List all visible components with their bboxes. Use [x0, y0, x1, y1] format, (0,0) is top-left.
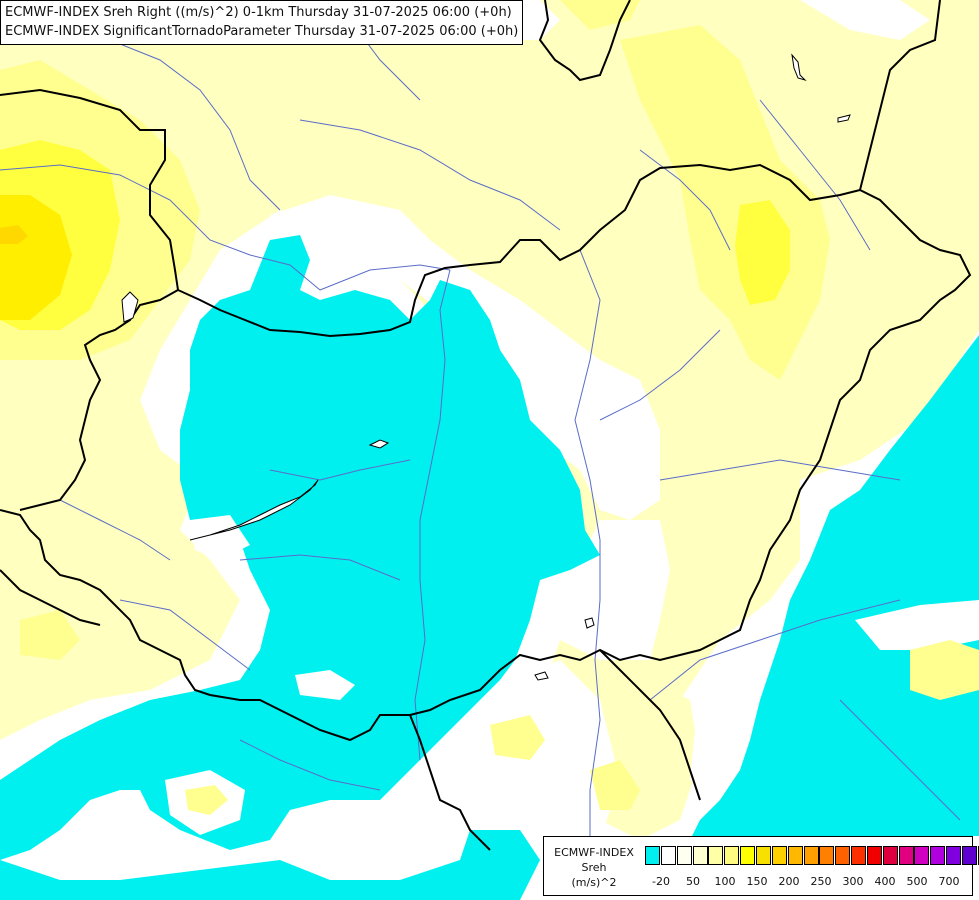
- legend-tick-label: -20: [652, 875, 670, 888]
- map-title-box: ECMWF-INDEX Sreh Right ((m/s)^2) 0-1km T…: [0, 0, 524, 45]
- legend-swatch: [898, 846, 914, 865]
- lakes: [121, 53, 851, 681]
- legend-swatch: [771, 846, 787, 865]
- legend-swatch: [819, 846, 835, 865]
- legend-swatch: [835, 846, 851, 865]
- shading-cyan: [0, 235, 979, 900]
- legend-swatch: [740, 846, 756, 865]
- legend-label: ECMWF-INDEX Sreh (m/s)^2: [548, 845, 640, 890]
- country-borders: [0, 0, 972, 851]
- legend-tick-label: 300: [842, 875, 864, 888]
- legend-label-line-1: ECMWF-INDEX: [554, 846, 634, 859]
- legend-tick-label: 150: [746, 875, 768, 888]
- legend-swatch: [851, 846, 867, 865]
- legend-swatch: [946, 846, 962, 865]
- shading-yellow: [0, 0, 979, 815]
- legend-swatch: [962, 846, 977, 865]
- title-line-2: ECMWF-INDEX SignificantTornadoParameter …: [5, 24, 519, 39]
- legend-label-line-3: (m/s)^2: [571, 876, 617, 889]
- legend-tick-label: 100: [714, 875, 736, 888]
- legend-swatch: [708, 846, 724, 865]
- legend-swatch: [930, 846, 946, 865]
- legend-swatch: [692, 846, 708, 865]
- legend-swatch: [787, 846, 803, 865]
- legend-tick-label: 700: [938, 875, 960, 888]
- legend-swatch: [866, 846, 882, 865]
- legend-swatch: [676, 846, 692, 865]
- title-line-1: ECMWF-INDEX Sreh Right ((m/s)^2) 0-1km T…: [5, 5, 512, 20]
- legend-swatch: [755, 846, 771, 865]
- legend-label-line-2: Sreh: [581, 861, 607, 874]
- legend-swatch: [724, 846, 740, 865]
- legend-swatch: [882, 846, 898, 865]
- legend-swatch: [914, 846, 930, 865]
- legend-tick-label: 400: [874, 875, 896, 888]
- legend-tick-label: 50: [686, 875, 700, 888]
- legend-swatch: [645, 846, 660, 865]
- rivers: [0, 19, 961, 850]
- legend-swatch: [803, 846, 819, 865]
- legend-tick-label: 200: [778, 875, 800, 888]
- color-legend: ECMWF-INDEX Sreh (m/s)^2 -20 50 100 150 200 2…: [543, 836, 979, 896]
- legend-tick-label: 500: [906, 875, 928, 888]
- legend-swatch: [977, 846, 979, 865]
- legend-swatch: [660, 846, 676, 865]
- legend-tick-label: 250: [810, 875, 832, 888]
